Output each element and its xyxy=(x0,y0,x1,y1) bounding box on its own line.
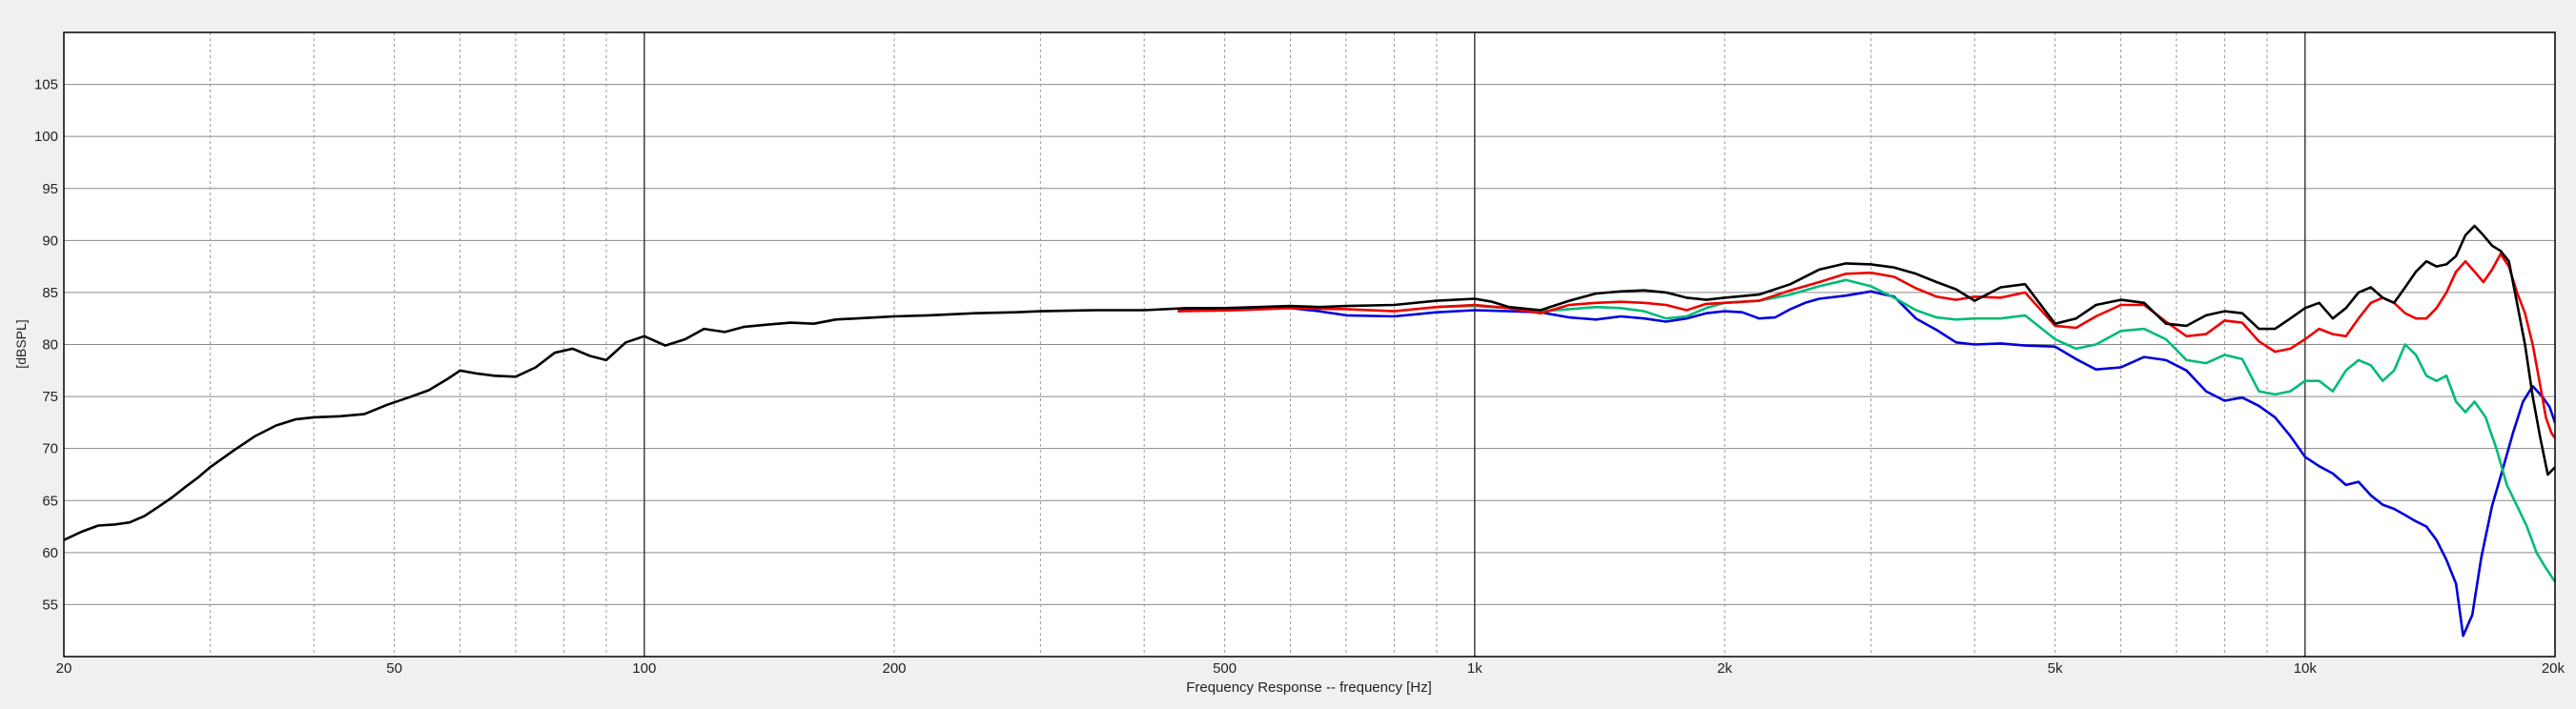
y-axis-title: [dBSPL] xyxy=(13,319,29,368)
y-tick-label: 80 xyxy=(42,337,58,354)
plot-frame xyxy=(63,31,2556,658)
y-tick-label: 90 xyxy=(42,233,58,249)
x-tick-label: 20 xyxy=(56,660,72,677)
series-line-3 xyxy=(64,224,2555,541)
tick-layer: 55 60 65 70 75 80 85 90 95 100 105 20 50 100 200 500 1k 2… xyxy=(34,77,2566,677)
series-line-0 xyxy=(1177,290,2555,638)
x-axis-title: Frequency Response -- frequency [Hz] xyxy=(1186,679,1432,696)
x-tick-label: 50 xyxy=(386,660,402,677)
y-tick-label: 85 xyxy=(42,285,58,301)
y-tick-label: 75 xyxy=(42,389,58,405)
x-tick-label: 500 xyxy=(1213,660,1237,677)
y-tick-label: 105 xyxy=(34,77,58,93)
x-tick-label: 1k xyxy=(1467,660,1482,677)
y-tick-label: 60 xyxy=(42,545,58,561)
series-line-2 xyxy=(1177,253,2555,440)
x-tick-label: 100 xyxy=(632,660,656,677)
series-layer xyxy=(64,224,2555,638)
y-tick-label: 70 xyxy=(42,441,58,457)
y-tick-label: 95 xyxy=(42,181,58,197)
x-tick-label: 5k xyxy=(2048,660,2063,677)
grid-layer xyxy=(64,32,2555,657)
x-tick-label: 2k xyxy=(1717,660,1732,677)
x-tick-label: 20k xyxy=(2542,660,2566,677)
series-line-1 xyxy=(1435,278,2555,583)
y-tick-label: 100 xyxy=(34,129,58,145)
y-tick-label: 65 xyxy=(42,493,58,509)
x-tick-label: 200 xyxy=(882,660,906,677)
x-tick-label: 10k xyxy=(2294,660,2318,677)
y-tick-label: 55 xyxy=(42,597,58,613)
